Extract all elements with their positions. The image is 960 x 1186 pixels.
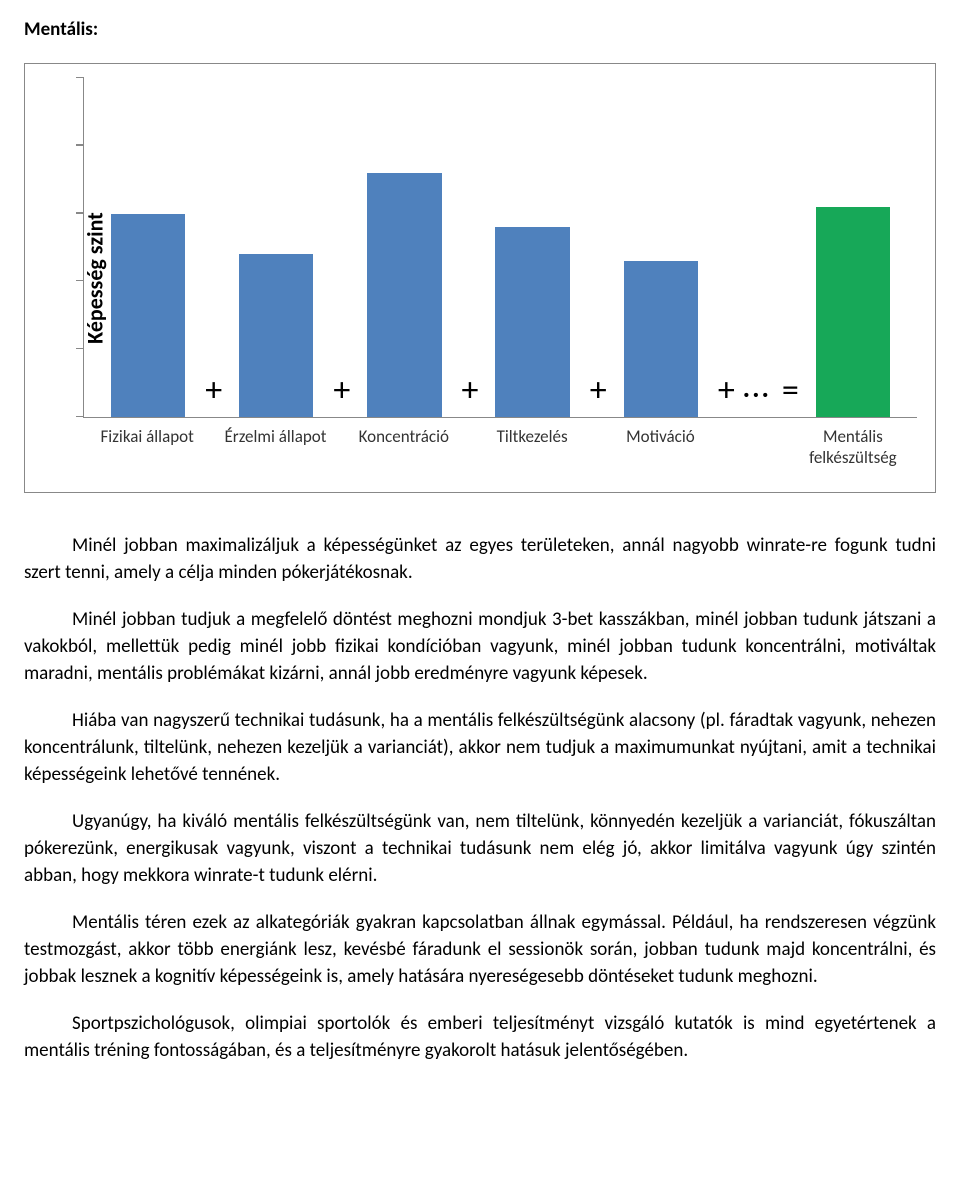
y-tick bbox=[76, 280, 84, 282]
paragraph: Ugyanúgy, ha kiváló mentális felkészülts… bbox=[24, 809, 936, 890]
bar-slot: + bbox=[597, 78, 725, 417]
x-axis-label: Motiváció bbox=[596, 426, 724, 469]
bar-slot: + bbox=[84, 78, 212, 417]
bar-slot: + bbox=[212, 78, 340, 417]
paragraph: Minél jobban maximalizáljuk a képességün… bbox=[24, 533, 936, 587]
body-text: Minél jobban maximalizáljuk a képességün… bbox=[24, 533, 936, 1065]
paragraph: Sportpszichológusok, olimpiai sportolók … bbox=[24, 1011, 936, 1065]
bar bbox=[816, 207, 890, 417]
bar bbox=[239, 254, 313, 417]
x-axis-label: Mentális felkészültség bbox=[789, 426, 917, 469]
paragraph: Mentális téren ezek az alkategóriák gyak… bbox=[24, 910, 936, 991]
y-tick bbox=[76, 416, 84, 418]
x-axis-label: Tiltkezelés bbox=[468, 426, 596, 469]
skill-chart: Képesség szint +++++...= Fizikai állapot… bbox=[24, 63, 936, 493]
x-axis-label: Fizikai állapot bbox=[83, 426, 211, 469]
section-heading: Mentális: bbox=[24, 18, 936, 41]
y-tick bbox=[76, 77, 84, 79]
paragraph: Minél jobban tudjuk a megfelelő döntést … bbox=[24, 607, 936, 688]
x-axis-labels: Fizikai állapotÉrzelmi állapotKoncentrác… bbox=[83, 426, 917, 469]
y-tick bbox=[76, 212, 84, 214]
bar bbox=[367, 173, 441, 417]
bar-slot: + bbox=[468, 78, 596, 417]
paragraph: Hiába van nagyszerű technikai tudásunk, … bbox=[24, 708, 936, 789]
bar bbox=[495, 227, 569, 417]
y-ticks bbox=[76, 78, 84, 417]
bar bbox=[624, 261, 698, 417]
x-axis-label: Érzelmi állapot bbox=[211, 426, 339, 469]
y-tick bbox=[76, 348, 84, 350]
bar-slot: ...= bbox=[725, 78, 789, 417]
bar-slot: + bbox=[340, 78, 468, 417]
bar bbox=[111, 214, 185, 417]
bar-slot bbox=[789, 78, 917, 417]
x-axis-label: Koncentráció bbox=[340, 426, 468, 469]
ellipsis-symbol: ... bbox=[743, 370, 771, 405]
y-tick bbox=[76, 144, 84, 146]
plot-area: +++++...= bbox=[83, 78, 917, 418]
x-axis-label bbox=[725, 426, 789, 469]
bars-row: +++++...= bbox=[84, 78, 917, 417]
